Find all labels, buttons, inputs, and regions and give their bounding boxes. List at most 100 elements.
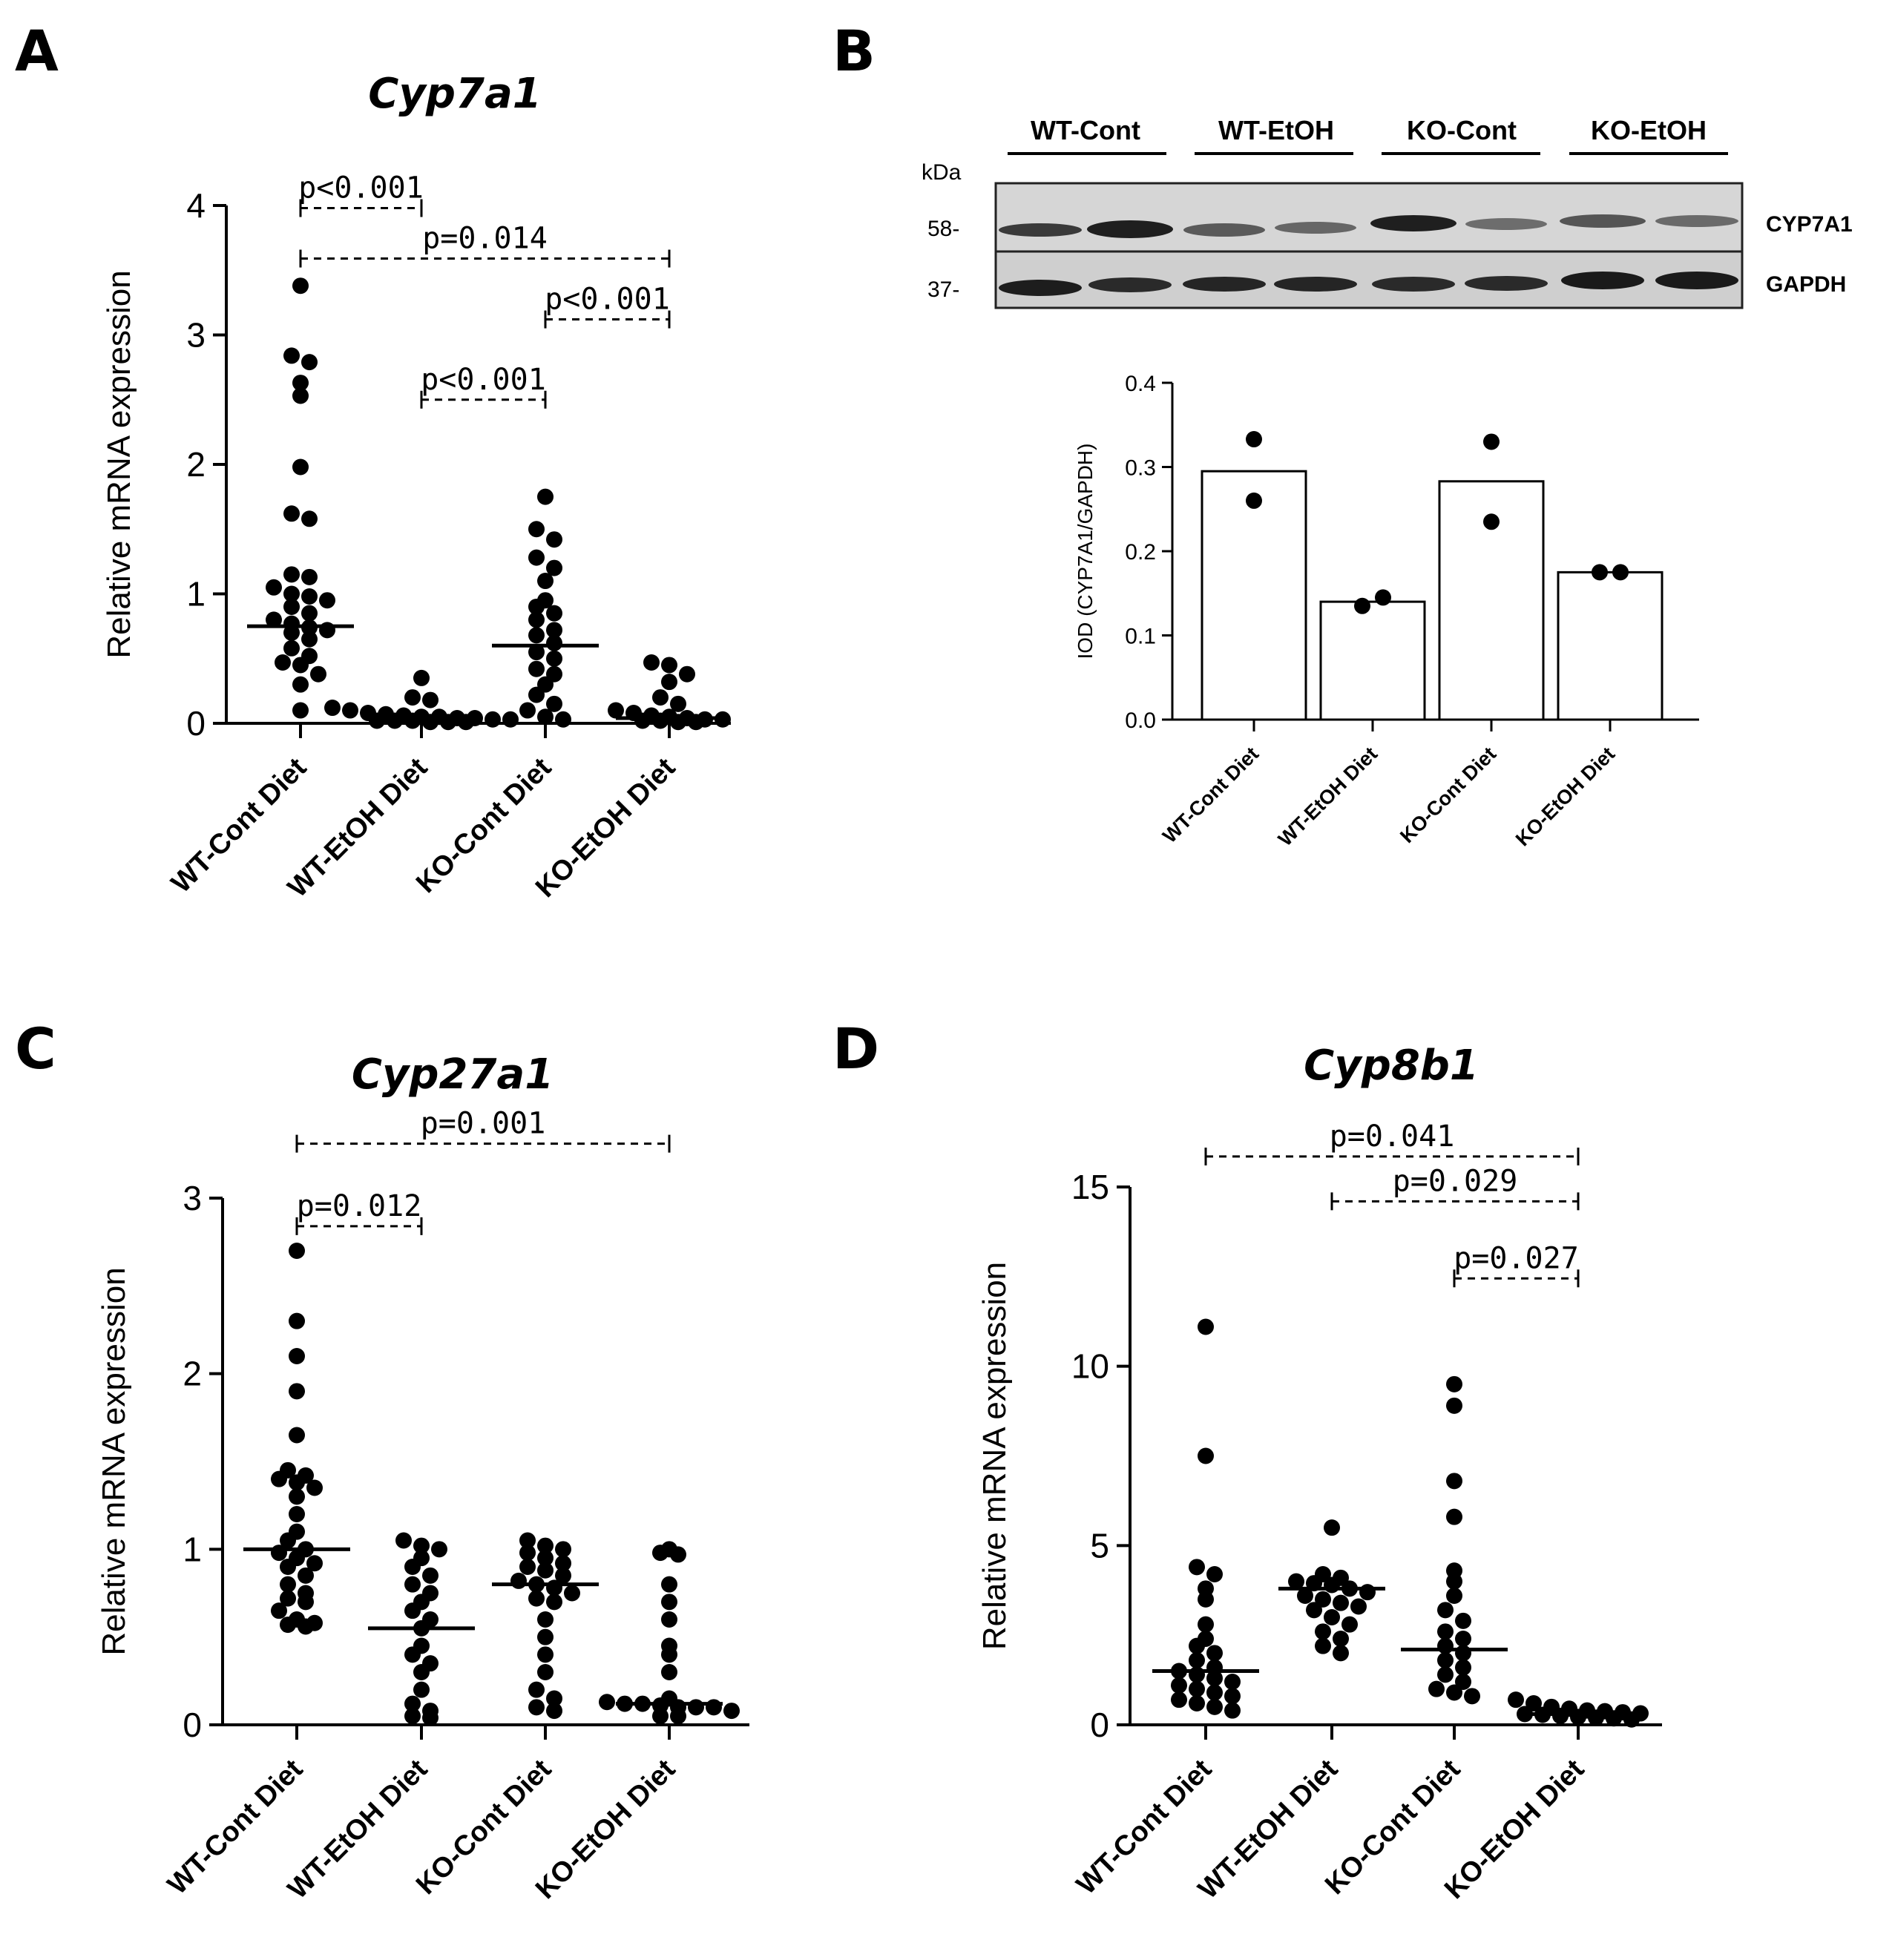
data-point — [369, 712, 385, 729]
data-point — [1446, 1473, 1462, 1490]
data-point — [537, 1550, 554, 1567]
data-point — [537, 1562, 554, 1579]
data-point — [283, 598, 300, 615]
data-point — [301, 568, 318, 585]
data-point — [634, 712, 651, 729]
data-point — [1437, 1623, 1454, 1640]
western-blot: WT-Cont WT-EtOH KO-Cont KO-EtOH kDa 58- … — [922, 115, 1853, 309]
data-point — [564, 1585, 580, 1602]
wb-band — [1655, 272, 1738, 289]
data-point — [528, 686, 545, 703]
data-point — [528, 1681, 545, 1698]
data-point — [1288, 1573, 1304, 1590]
data-point — [546, 531, 562, 548]
data-point — [1198, 1591, 1214, 1608]
data-point — [519, 702, 536, 719]
y-tick-label: 0.0 — [1125, 708, 1156, 733]
wb-lane-label: WT-EtOH — [1218, 115, 1334, 145]
data-point — [1297, 1588, 1313, 1604]
data-point — [1189, 1680, 1205, 1697]
data-point — [404, 1576, 421, 1593]
data-point — [292, 375, 309, 392]
data-point — [652, 1708, 669, 1725]
y-tick-label: 2 — [186, 445, 206, 484]
y-axis-label: Relative mRNA expression — [976, 1262, 1013, 1650]
data-point — [1455, 1612, 1471, 1629]
data-point — [324, 700, 341, 717]
data-point — [1315, 1591, 1331, 1608]
wb-band — [999, 280, 1082, 296]
data-point — [289, 1474, 305, 1491]
data-point — [1189, 1666, 1205, 1683]
data-point — [1246, 431, 1262, 448]
data-point — [485, 711, 501, 728]
data-point — [652, 689, 669, 706]
p-value-label: p<0.001 — [298, 171, 424, 205]
wb-band — [999, 223, 1082, 237]
data-point — [661, 1611, 677, 1628]
data-point — [1455, 1674, 1471, 1690]
y-tick-label: 0.2 — [1125, 540, 1156, 565]
panel-label-b: B — [832, 18, 876, 84]
data-point — [555, 1541, 571, 1558]
data-point — [289, 1383, 305, 1400]
wb-band — [1561, 272, 1644, 289]
data-point — [546, 559, 562, 576]
data-point — [519, 1545, 536, 1562]
data-point — [298, 1594, 314, 1611]
data-point — [280, 1617, 296, 1634]
data-point — [537, 1537, 554, 1554]
wb-band — [1274, 277, 1357, 292]
data-point — [528, 521, 545, 538]
data-point — [706, 1699, 722, 1716]
data-point — [271, 1545, 287, 1562]
y-tick-label: 0 — [1090, 1706, 1109, 1744]
x-category-label: WT-EtOH Diet — [1274, 743, 1382, 850]
data-point — [292, 676, 309, 693]
data-point — [1206, 1684, 1223, 1701]
data-point — [266, 579, 282, 596]
data-point — [413, 1681, 430, 1698]
data-point — [395, 1532, 412, 1549]
data-point — [280, 1590, 296, 1607]
data-point — [289, 1243, 305, 1259]
data-point — [546, 622, 562, 639]
data-point — [404, 1695, 421, 1712]
data-point — [413, 1537, 430, 1554]
data-point — [1437, 1666, 1454, 1683]
data-point — [301, 510, 318, 527]
data-point — [1508, 1691, 1524, 1709]
data-point — [1198, 1447, 1214, 1464]
data-point — [1224, 1688, 1241, 1705]
data-point — [537, 488, 554, 505]
data-point — [679, 665, 695, 683]
data-point — [1483, 513, 1500, 530]
data-point — [1206, 1645, 1223, 1662]
data-point — [502, 711, 519, 728]
data-point — [537, 1628, 554, 1645]
data-point — [1570, 1709, 1586, 1726]
data-point — [1315, 1637, 1331, 1654]
wb-band — [1183, 223, 1265, 237]
bar — [1319, 600, 1426, 721]
data-point — [1315, 1623, 1331, 1640]
data-point — [1324, 1576, 1340, 1594]
chart-title: Cyp7a1 — [368, 70, 541, 118]
y-tick-label: 10 — [1071, 1347, 1109, 1386]
data-point — [1224, 1702, 1241, 1719]
data-point — [537, 1664, 554, 1680]
data-point — [1359, 1584, 1376, 1601]
data-point — [1525, 1695, 1542, 1711]
data-point — [404, 1646, 421, 1663]
wb-band — [1655, 215, 1738, 227]
wb-lane-label: WT-Cont — [1031, 115, 1140, 145]
data-point — [292, 458, 309, 476]
data-point — [289, 1312, 305, 1329]
data-point — [1324, 1609, 1340, 1625]
data-point — [283, 585, 300, 602]
data-point — [1446, 1375, 1462, 1392]
data-point — [1446, 1588, 1462, 1604]
data-point — [661, 674, 677, 691]
chart-b: 0.0 0.1 0.2 0.3 0.4 IOD (CYP7A1/GAPDH) WT-Cont… — [1074, 372, 1699, 850]
